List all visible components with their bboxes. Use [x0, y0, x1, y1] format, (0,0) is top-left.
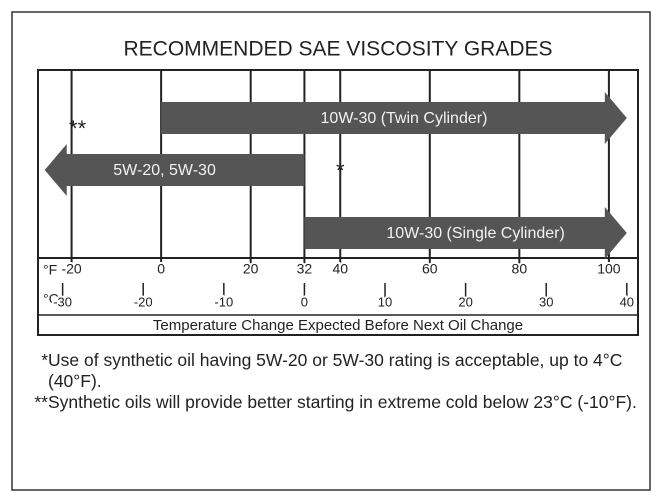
- range-arrow: [161, 92, 627, 144]
- footnote-marker: *: [41, 350, 48, 370]
- range-arrow: [304, 207, 627, 259]
- x2-tick-label: -20: [134, 294, 153, 309]
- footnote-text: Synthetic oils will provide better start…: [48, 392, 637, 412]
- x2-tick-label: 10: [378, 294, 392, 309]
- x-tick-label: 32: [297, 261, 313, 277]
- x2-tick-label: 30: [539, 294, 553, 309]
- x-tick-label: -20: [61, 261, 81, 277]
- arrow-label: 10W-30 (Twin Cylinder): [321, 110, 488, 127]
- x2-tick-label: -30: [53, 294, 72, 309]
- footnote: ** Synthetic oils will provide better sta…: [26, 392, 646, 413]
- x-tick-label: 20: [243, 261, 259, 277]
- arrow-label: 10W-30 (Single Cylinder): [386, 225, 564, 242]
- chart-frame: [37, 69, 639, 336]
- footnote-text: Use of synthetic oil having 5W-20 or 5W-…: [48, 350, 623, 391]
- marker: *: [336, 158, 345, 183]
- x2-tick-label: 20: [458, 294, 472, 309]
- footnote-marker: **: [34, 392, 48, 412]
- arrow-label: 5W-20, 5W-30: [113, 162, 216, 179]
- x-tick-label: 40: [332, 261, 348, 277]
- marker: **: [69, 116, 87, 141]
- chart-title: RECOMMENDED SAE VISCOSITY GRADES: [123, 38, 552, 61]
- range-arrow: [44, 144, 305, 196]
- x2-tick-label: 40: [620, 294, 634, 309]
- x2-unit: °C: [43, 291, 59, 307]
- x-tick-label: 100: [597, 261, 621, 277]
- x-unit: °F: [43, 262, 57, 278]
- x2-tick-label: 0: [301, 294, 308, 309]
- x2-tick-label: -10: [214, 294, 233, 309]
- footnote: * Use of synthetic oil having 5W-20 or 5W…: [26, 350, 646, 392]
- x-axis-label: Temperature Change Expected Before Next …: [153, 317, 523, 334]
- x-tick-label: 60: [422, 261, 438, 277]
- x-tick-label: 80: [512, 261, 528, 277]
- outer-frame: [11, 11, 651, 491]
- x-tick-label: 0: [157, 261, 165, 277]
